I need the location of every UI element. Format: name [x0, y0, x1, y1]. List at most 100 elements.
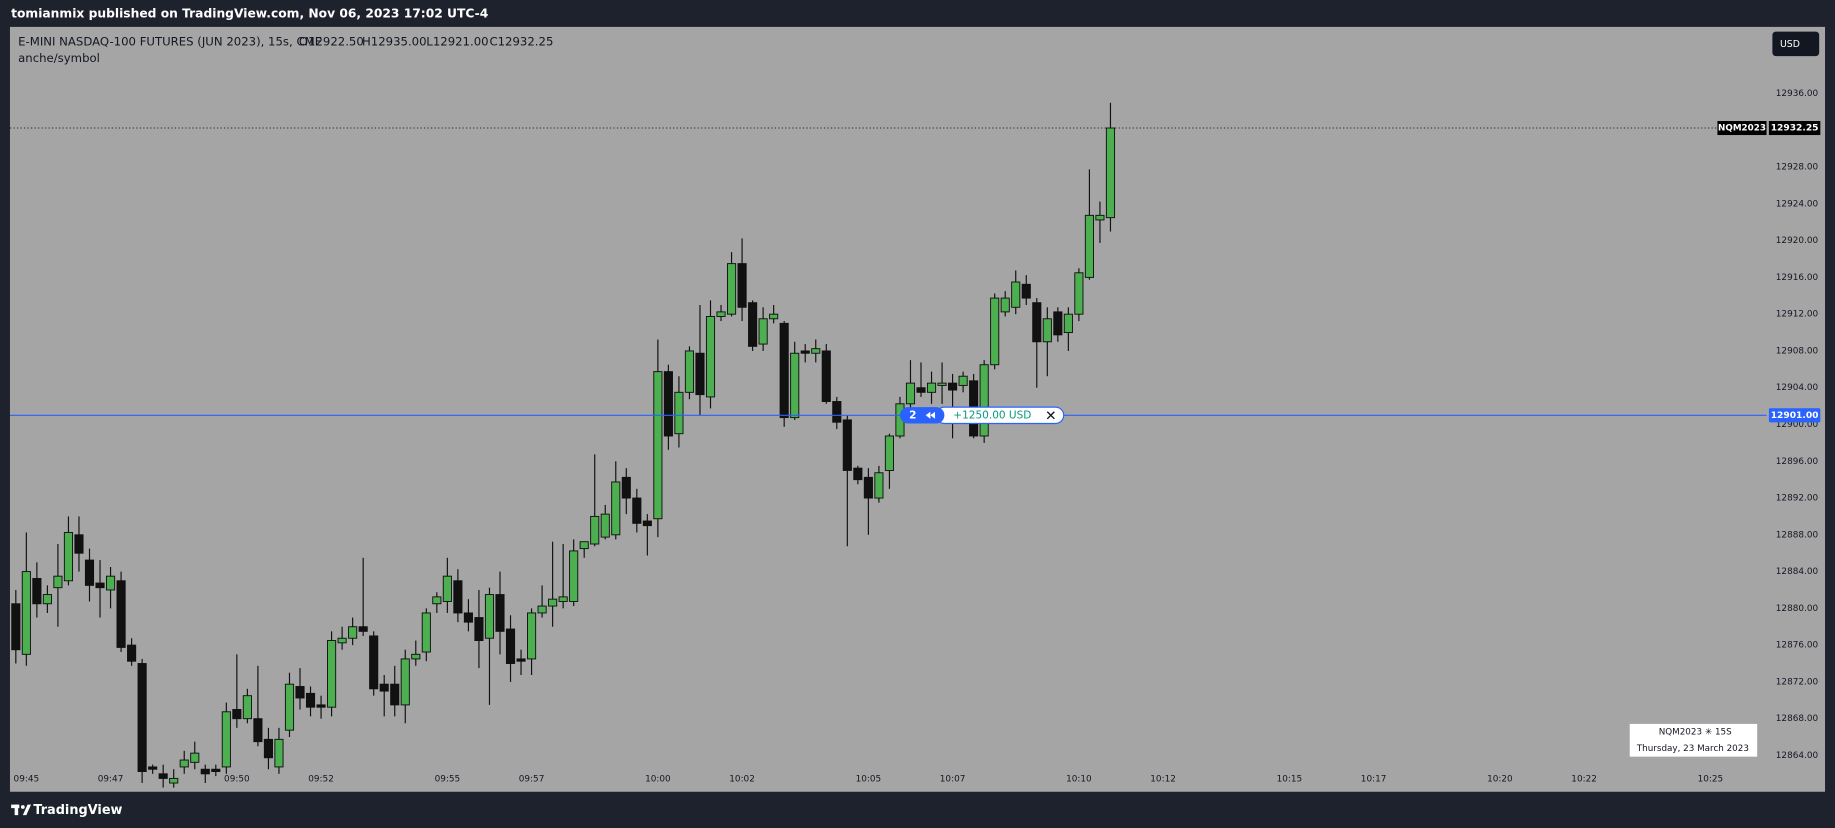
x-tick-label: 09:52 — [308, 774, 334, 784]
currency-button[interactable] — [1772, 31, 1820, 57]
symbol-tag — [1717, 121, 1767, 136]
close-icon — [1046, 411, 1055, 420]
y-tick-label: 12900.00 — [1776, 420, 1819, 430]
candle-body — [1084, 214, 1094, 278]
candle-body — [884, 435, 894, 471]
plot: 12864.00 12868.00 12872.00 12876.00 12880.00… — [9, 89, 1821, 788]
candle-body — [74, 534, 84, 554]
x-tick-label: 09:47 — [98, 774, 124, 784]
candle-body — [1074, 272, 1084, 315]
x-tick-label: 10:20 — [1487, 774, 1513, 784]
y-tick-label: 12888.00 — [1776, 530, 1819, 540]
legend-low: L12921.00 — [426, 35, 488, 49]
candle-body — [169, 777, 179, 784]
symbol-tag-label: NQM2023 — [1718, 124, 1766, 134]
candle-body — [137, 663, 147, 772]
candle-body — [811, 348, 821, 354]
candle-body — [726, 263, 737, 315]
position-qty: 2 — [909, 409, 916, 421]
y-tick-label: 12904.00 — [1776, 383, 1819, 393]
y-tick-label: 12936.00 — [1776, 89, 1819, 99]
candle-body — [505, 628, 516, 664]
candle-body — [400, 658, 410, 706]
candle-body — [1021, 283, 1031, 299]
position-pnl: +1250.00 USD — [953, 409, 1031, 421]
candle-body — [390, 683, 400, 706]
candle-body — [127, 644, 137, 662]
candle-body — [632, 497, 642, 524]
x-tick-label: 10:10 — [1066, 774, 1092, 784]
candle-body — [32, 578, 42, 605]
candle-body — [926, 382, 937, 393]
x-tick-label: 10:07 — [940, 774, 966, 784]
candle-body — [295, 686, 305, 699]
candle-body — [979, 364, 989, 437]
candle-body — [1063, 313, 1073, 334]
candle-body — [800, 350, 810, 354]
candle-body — [379, 683, 389, 692]
candle-body — [316, 704, 326, 708]
candle-body — [348, 626, 358, 639]
candle-body — [232, 709, 242, 720]
candle-body — [411, 653, 421, 660]
candle-body — [1011, 281, 1021, 308]
x-tick-label: 10:12 — [1150, 774, 1176, 784]
currency-label[interactable]: USD — [1780, 39, 1800, 50]
candle-body — [453, 580, 463, 614]
x-tick-label: 10:05 — [856, 774, 882, 784]
candle-body — [463, 612, 473, 623]
position-qty-box — [899, 407, 945, 424]
candle-body — [1000, 297, 1010, 313]
candle-body — [200, 768, 210, 775]
candle-body — [769, 313, 779, 320]
y-tick-label: 12872.00 — [1776, 677, 1819, 687]
candle-body — [600, 513, 610, 538]
candle-body — [484, 594, 495, 639]
candle-body — [148, 766, 158, 770]
candle-body — [937, 382, 947, 386]
candle-body — [537, 605, 547, 614]
x-tick-label: 10:22 — [1571, 774, 1597, 784]
candle-body — [653, 371, 663, 520]
candle-body — [527, 612, 537, 660]
candle-body — [684, 350, 695, 393]
candle-body — [337, 637, 347, 644]
candle-body — [284, 683, 295, 731]
candle-body — [474, 617, 484, 641]
candle-body — [558, 596, 568, 602]
candle-body — [958, 375, 968, 386]
candle-body — [221, 711, 231, 768]
legend-open: O12922.50 — [299, 35, 364, 49]
candle-body — [105, 575, 116, 591]
candle-body — [442, 575, 452, 602]
candle-body — [990, 297, 1000, 366]
candle-body — [432, 596, 442, 605]
close-position-button[interactable] — [1046, 411, 1055, 420]
x-tick-label: 09:57 — [519, 774, 545, 784]
publisher: tomianmix published on TradingView.com, … — [11, 7, 488, 21]
y-tick-label: 12916.00 — [1776, 273, 1819, 283]
legend-close: C12932.25 — [489, 35, 553, 49]
candle-body — [369, 635, 379, 690]
candle-body — [1095, 214, 1105, 221]
y-tick-label: 12924.00 — [1776, 199, 1819, 209]
candle-body — [737, 263, 747, 308]
candle-body — [495, 594, 505, 632]
x-tick-label: 10:15 — [1277, 774, 1303, 784]
candle-body — [905, 382, 916, 405]
candle-body — [253, 718, 263, 743]
candle-body — [1053, 311, 1063, 336]
candle-body — [705, 316, 716, 398]
candle-body — [853, 467, 863, 481]
candle-body — [84, 559, 95, 586]
candle-body — [242, 695, 252, 720]
candle-body — [327, 640, 337, 708]
candle-body — [748, 302, 758, 347]
price-tag-label: 12932.25 — [1771, 124, 1819, 134]
candle-body — [758, 318, 768, 345]
candle-body — [779, 322, 789, 419]
info-date: Thursday, 23 March 2023 — [1636, 744, 1749, 754]
reverse-icon — [925, 411, 936, 419]
candle-body — [874, 472, 884, 499]
